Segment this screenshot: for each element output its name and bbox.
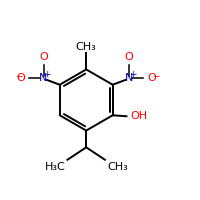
Text: +: + — [43, 70, 51, 79]
Text: CH₃: CH₃ — [76, 42, 97, 52]
Text: CH₃: CH₃ — [107, 162, 128, 172]
Text: −: − — [153, 71, 160, 80]
Text: O: O — [39, 52, 48, 62]
Text: N: N — [125, 73, 133, 83]
Text: O: O — [16, 73, 25, 83]
Text: N: N — [39, 73, 48, 83]
Text: O: O — [124, 52, 133, 62]
Text: −: − — [15, 71, 22, 80]
Text: +: + — [129, 70, 136, 79]
Text: H₃C: H₃C — [45, 162, 65, 172]
Text: OH: OH — [130, 111, 147, 121]
Text: O: O — [147, 73, 156, 83]
